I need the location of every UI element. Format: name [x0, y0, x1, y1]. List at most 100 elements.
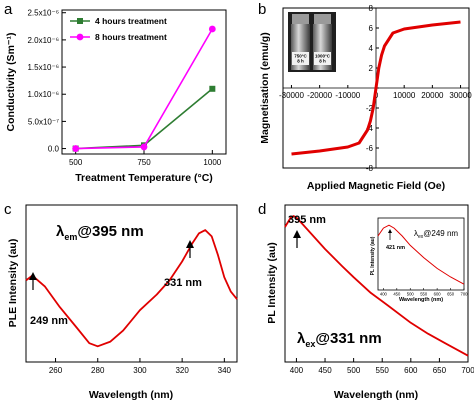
- y-ticks-b: -8 -6 -4 -2 2 4 6 8: [366, 4, 379, 173]
- x-tick-label-b: 30000: [449, 91, 472, 100]
- inset-pl-spectrum: [377, 224, 465, 285]
- legend-a: 4 hours treatment 8 hours treatment: [70, 16, 167, 42]
- y-tick-label-a: 0.0: [48, 145, 60, 154]
- chart-d: 400 450 500 550 600 650 700 395 nm λex@331 nm …: [266, 204, 474, 401]
- y-tick-label-b: -2: [366, 104, 374, 113]
- series-a: [72, 25, 216, 152]
- plot-frame-c: [25, 204, 238, 363]
- arrow-395-head: [293, 230, 301, 238]
- em-subscript: em: [64, 232, 77, 242]
- x-tick-label-a: 500: [69, 158, 83, 167]
- series-c: [25, 229, 238, 348]
- panel-label-b: b: [258, 1, 266, 18]
- vial-label-line: 8 h: [297, 59, 304, 64]
- vial-1000-cap: [314, 14, 331, 24]
- inset-x-tick-label: 400: [380, 292, 388, 297]
- peak-395-label: 395 nm: [288, 214, 326, 226]
- legend-marker-8h: [76, 33, 84, 41]
- ex-subscript: ex: [305, 339, 315, 349]
- y-tick-label-b: -4: [366, 124, 374, 133]
- data-point-8h: [208, 25, 216, 33]
- vial-1000-label-bg: [314, 52, 331, 65]
- x-tick-label-a: 1000: [203, 158, 221, 167]
- vials-photo-inset: 750°C 8 h 1000°C 8 h: [288, 12, 336, 72]
- inset-ex-subscript: ex: [418, 234, 424, 240]
- inset-y-axis-label: PL Intensity (au): [370, 236, 376, 275]
- y-tick-label-a: 2.5x10⁻⁶: [27, 9, 59, 18]
- x-tick-label-d: 600: [404, 366, 418, 375]
- x-tick-label-d: 400: [290, 366, 304, 375]
- chart-a: 0.0 5.0x10⁻⁷ 1.0x10⁻⁶ 1.5x10⁻⁶ 2.0x10⁻⁶ 2.5x1…: [5, 9, 227, 184]
- x-ticks-c: 260 280 300 320 340: [49, 358, 232, 375]
- vial-label-line: 1000°C: [315, 54, 331, 59]
- vial-750-label-bg: [292, 52, 309, 65]
- x-tick-label-d: 500: [347, 366, 361, 375]
- inset-lambda-symbol: λ: [414, 229, 418, 238]
- ex-wavelength: @331 nm: [315, 330, 381, 347]
- pl-inset: 400 450 500 550 600 650 700 λex@249 nm 421 nm …: [370, 217, 468, 303]
- x-tick-label-b: -10000: [335, 91, 360, 100]
- inset-x-tick-label: 450: [393, 292, 401, 297]
- x-axis-label-b: Applied Magnetic Field (Oe): [307, 180, 445, 192]
- y-axis-label-a: Conductivity (Sm⁻¹): [5, 33, 17, 132]
- x-axis-label-d: Wavelength (nm): [334, 389, 418, 401]
- inset-frame: [377, 217, 465, 291]
- y-tick-label-a: 5.0x10⁻⁷: [28, 117, 59, 126]
- inset-ex-wavelength: @249 nm: [423, 229, 458, 238]
- inset-x-ticks: 400 450 500 550 600 650 700: [380, 288, 468, 297]
- legend-label-4h: 4 hours treatment: [95, 16, 167, 26]
- inset-series: [377, 224, 465, 285]
- x-tick-label-c: 280: [91, 366, 105, 375]
- inset-x-axis-label: Wavelength (nm): [399, 297, 443, 303]
- legend-label-8h: 8 hours treatment: [95, 32, 167, 42]
- y-tick-label-b: -6: [366, 144, 374, 153]
- x-ticks-d: 400 450 500 550 600 650 700: [290, 358, 474, 375]
- em-wavelength: @395 nm: [77, 223, 143, 240]
- x-tick-label-b: 20000: [421, 91, 444, 100]
- x-ticks-a: 500 750 1000: [69, 150, 222, 167]
- y-ticks-a: 0.0 5.0x10⁻⁷ 1.0x10⁻⁶ 1.5x10⁻⁶ 2.0x10⁻⁶ 2.5x1…: [27, 9, 66, 154]
- y-tick-label-b: -8: [366, 164, 374, 173]
- x-tick-label-b: -20000: [307, 91, 332, 100]
- inset-x-tick-label: 650: [447, 292, 455, 297]
- vial-750-cap: [292, 14, 309, 24]
- y-tick-label-a: 2.0x10⁻⁶: [27, 36, 59, 45]
- arrow-249-head: [29, 272, 37, 280]
- series-line-8h: [75, 28, 213, 150]
- panel-label-a: a: [4, 1, 13, 18]
- lambda-ex-annotation: λex@331 nm: [297, 330, 382, 349]
- y-axis-label-c: PLE Intensity (au): [7, 239, 19, 328]
- x-tick-label-b: 10000: [393, 91, 416, 100]
- x-tick-label-d: 550: [376, 366, 390, 375]
- y-tick-label-b: 8: [369, 4, 374, 13]
- series-line-4h: [75, 88, 213, 150]
- inset-x-tick-label: 500: [407, 292, 415, 297]
- y-tick-label-a: 1.0x10⁻⁶: [27, 90, 59, 99]
- vial-750-label: 750°C 8 h: [294, 54, 307, 64]
- lambda-symbol-d: λ: [297, 330, 306, 347]
- inset-x-tick-label: 550: [420, 292, 428, 297]
- x-tick-label-b: -30000: [279, 91, 304, 100]
- lambda-symbol-c: λ: [56, 223, 65, 240]
- x-tick-label-c: 340: [218, 366, 232, 375]
- legend-marker-4h: [77, 18, 83, 24]
- data-point-8h: [140, 143, 148, 151]
- series-d: [284, 215, 469, 357]
- arrow-331-head: [186, 240, 194, 248]
- x-axis-label-a: Treatment Temperature (°C): [75, 172, 213, 184]
- x-tick-label-c: 300: [133, 366, 147, 375]
- panel-label-c: c: [4, 201, 12, 218]
- pl-spectrum: [284, 215, 469, 357]
- vial-label-line: 750°C: [294, 54, 307, 59]
- x-axis-label-c: Wavelength (nm): [89, 389, 173, 401]
- plot-frame-d: [284, 204, 469, 363]
- x-tick-label-c: 320: [175, 366, 189, 375]
- x-tick-label-a: 750: [137, 158, 151, 167]
- chart-c: 260 280 300 320 340 λem@395 nm 331 nm 249 nm…: [7, 204, 238, 401]
- y-tick-label-b: 2: [369, 64, 374, 73]
- ple-spectrum: [25, 229, 238, 348]
- data-point-8h: [72, 145, 80, 152]
- vial-label-line: 8 h: [319, 59, 326, 64]
